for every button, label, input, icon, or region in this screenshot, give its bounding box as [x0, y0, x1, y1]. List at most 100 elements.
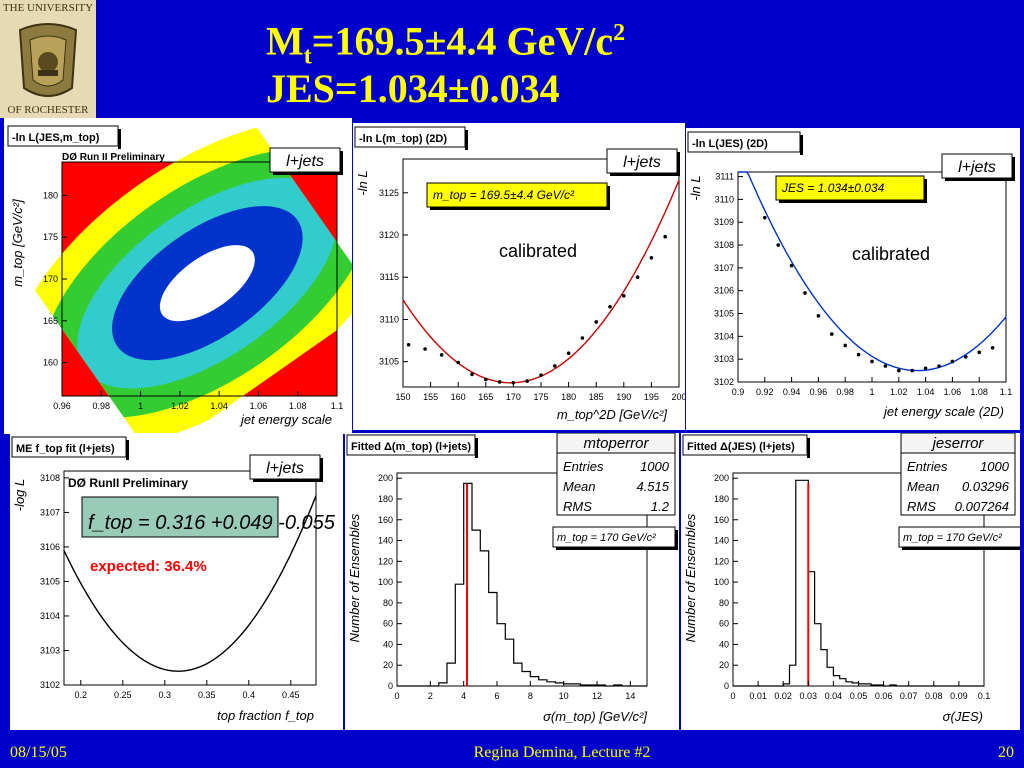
slide-title-line1: Mt=169.5±4.4 GeV/c2	[266, 10, 625, 79]
x-tick-label: 170	[506, 392, 521, 402]
x-tick-label: 0.25	[114, 690, 132, 700]
x-tick-label: 0.07	[900, 691, 918, 701]
result-box	[81, 496, 279, 538]
x-tick-label: 0.09	[950, 691, 968, 701]
data-point	[406, 342, 411, 347]
y-tick-label: 100	[378, 577, 393, 587]
chart-mtop-error-histogram: Fitted Δ(m_top) (l+jets)0 2 4 6 8 10 12 1402040…	[346, 433, 678, 724]
y-tick-label: 165	[43, 316, 58, 326]
data-point	[977, 350, 981, 355]
data-point	[883, 364, 888, 368]
y-tick-label: 3102	[40, 680, 60, 690]
x-tick-label: 0.04	[825, 691, 843, 701]
data-point	[497, 380, 502, 384]
logo-text-top: THE UNIVERSITY	[2, 2, 94, 14]
y-tick-label: 60	[383, 619, 393, 629]
y-tick-label: 3111	[715, 172, 734, 182]
x-axis-label: m_top^2D [GeV/c²]	[557, 407, 668, 422]
x-tick-label: 0.45	[282, 690, 300, 700]
tag-box	[941, 153, 1013, 179]
title-superscript: 2	[613, 20, 626, 46]
data-point	[511, 380, 516, 385]
fit-curve	[402, 179, 680, 384]
data-point	[910, 368, 914, 373]
result-label: JES = 1.034±0.034	[781, 181, 885, 195]
y-tick-label: 80	[719, 598, 729, 608]
x-tick-label: 1.1	[331, 401, 344, 411]
x-tick-label: 0.02	[774, 691, 792, 701]
y-tick-label: 3102	[714, 377, 734, 387]
tag-box	[249, 454, 321, 480]
data-point	[830, 332, 834, 336]
university-logo: THE UNIVERSITY OF ROCHESTER	[0, 0, 96, 118]
stats-value: 4.515	[636, 479, 669, 494]
y-tick-label: 0	[388, 681, 393, 691]
y-tick-label: 3125	[379, 188, 399, 198]
y-tick-label: 160	[714, 515, 729, 525]
footer-page: 20	[998, 744, 1014, 761]
x-tick-label: 150	[395, 392, 410, 402]
data-point	[897, 368, 901, 373]
title-rest: =169.5±4.4 GeV/c	[311, 18, 614, 64]
data-point	[964, 355, 968, 359]
plot-frame	[396, 472, 648, 687]
y-tick-label: 175	[43, 232, 58, 242]
data-point	[763, 215, 767, 220]
y-tick-label: 0	[724, 681, 729, 691]
x-tick-label: 0.94	[783, 387, 801, 397]
stats-key: Mean	[907, 479, 940, 494]
x-axis-label: σ(m_top) [GeV/c²]	[543, 709, 647, 724]
data-point	[937, 364, 941, 368]
histogram-bars	[733, 479, 984, 687]
x-axis-label: top fraction f_top	[217, 708, 314, 723]
annotation-expected: expected: 36.4%	[90, 558, 207, 575]
chart-panel-jes: -ln L(JES) (2D) l+jets JES = 1.034±0.034 ca…	[686, 128, 1020, 430]
y-axis-label: m_top [GeV/c²]	[10, 199, 25, 287]
stats-key: RMS	[907, 499, 936, 514]
y-tick-label: 180	[43, 190, 58, 200]
x-tick-label: 0.2	[75, 690, 88, 700]
y-tick-label: 3120	[379, 230, 399, 240]
x-tick-label: 1	[138, 401, 143, 411]
fit-curve	[738, 171, 1007, 372]
data-point	[622, 294, 626, 298]
x-tick-label: 0.3	[159, 690, 172, 700]
x-tick-label: 12	[592, 691, 602, 701]
y-tick-label: 120	[378, 556, 393, 566]
data-point	[856, 352, 861, 357]
channel-tag: l+jets	[958, 159, 996, 176]
chart-ftop-fit: ME f_top fit (l+jets) l+jets DØ RunII Prel…	[11, 436, 336, 723]
chart-title: -ln L(m_top) (2D)	[359, 133, 447, 145]
y-tick-label: 3105	[40, 576, 60, 586]
x-tick-label: 0.4	[243, 690, 256, 700]
data-point	[456, 360, 460, 365]
x-tick-label: 0.08	[925, 691, 943, 701]
data-point	[649, 256, 654, 260]
tag-box	[606, 148, 678, 174]
chart-jes-likelihood: -ln L(JES) (2D) l+jets JES = 1.034±0.034 ca…	[687, 131, 1015, 419]
histogram-bars	[397, 482, 647, 687]
stats-name: jeserror	[931, 435, 985, 452]
title-subscript: t	[303, 43, 312, 70]
stats-value: 0.007264	[955, 499, 1009, 514]
y-tick-label: 3109	[714, 217, 734, 227]
y-tick-label: 120	[714, 556, 729, 566]
data-point	[484, 377, 488, 382]
y-axis-label: -ln L	[688, 175, 703, 200]
data-point	[608, 304, 612, 309]
x-tick-label: 190	[616, 392, 631, 402]
x-tick-label: 0.9	[732, 387, 745, 397]
data-point	[776, 243, 780, 247]
result-label: f_top = 0.316 +0.049 -0.055	[88, 512, 336, 534]
result-box	[426, 182, 608, 208]
stats-key: Mean	[563, 479, 596, 494]
stats-header	[556, 433, 676, 454]
x-tick-label: 200	[671, 392, 685, 402]
y-tick-label: 3105	[379, 357, 399, 367]
stats-header	[900, 433, 1016, 454]
x-axis-label: σ(JES)	[943, 709, 983, 724]
contour-band	[159, 245, 255, 322]
y-tick-label: 100	[714, 577, 729, 587]
y-tick-label: 170	[43, 274, 58, 284]
chart-panel-jes-error: Fitted Δ(JES) (l+jets) 0 0.01 0.02 0.03 0.04 0…	[681, 433, 1020, 730]
